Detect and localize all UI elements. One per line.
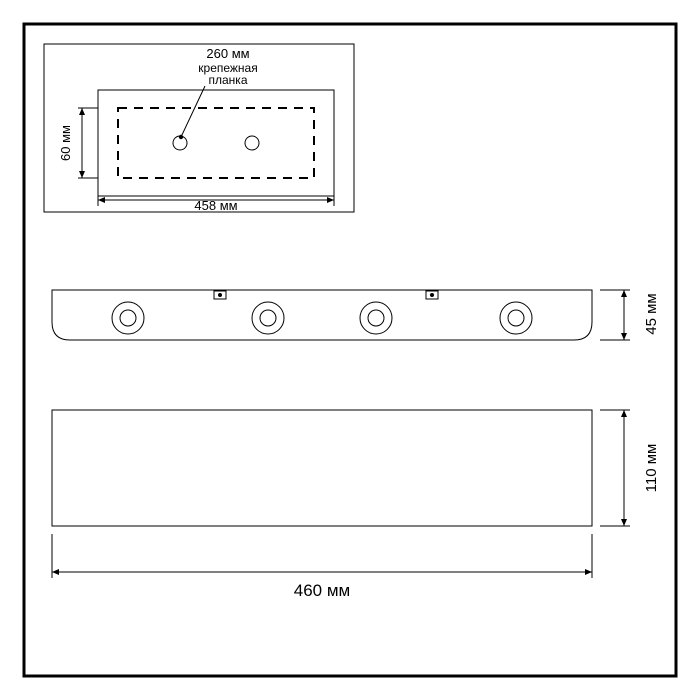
dim-260-label: 260 мм bbox=[206, 46, 249, 61]
clip-2 bbox=[426, 291, 438, 299]
front-view: 110 мм 460 мм bbox=[52, 410, 660, 600]
plate-outline bbox=[98, 90, 334, 196]
dim-458: 458 мм bbox=[98, 196, 334, 213]
side-profile: 45 мм bbox=[52, 290, 660, 340]
spot-2 bbox=[252, 302, 284, 334]
hole-1 bbox=[173, 136, 187, 150]
drawing-svg: 260 мм крепежная планка 60 мм 458 мм bbox=[0, 0, 700, 700]
dim-460-label: 460 мм bbox=[294, 581, 350, 600]
dim-460: 460 мм bbox=[52, 534, 592, 600]
technical-drawing: { "frame": { "x": 24, "y": 24, "w": 652,… bbox=[0, 0, 700, 700]
outer-frame bbox=[24, 24, 676, 676]
spot-3 bbox=[360, 302, 392, 334]
profile-outline bbox=[52, 290, 592, 340]
dim-110-label: 110 мм bbox=[643, 444, 660, 493]
dim-45: 45 мм bbox=[600, 290, 660, 340]
inset-panel: 260 мм крепежная планка 60 мм 458 мм bbox=[44, 44, 354, 213]
note-leader bbox=[181, 86, 205, 137]
dim-458-label: 458 мм bbox=[194, 198, 237, 213]
spot-1 bbox=[112, 302, 144, 334]
clip-1 bbox=[214, 291, 226, 299]
dim-60: 60 мм bbox=[58, 108, 98, 178]
spot-4 bbox=[500, 302, 532, 334]
dim-110: 110 мм bbox=[600, 410, 660, 526]
hole-2 bbox=[245, 136, 259, 150]
front-outline bbox=[52, 410, 592, 526]
dim-60-label: 60 мм bbox=[58, 125, 73, 161]
bracket-dash bbox=[118, 108, 314, 178]
note-line2: планка bbox=[209, 73, 248, 87]
dim-45-label: 45 мм bbox=[643, 293, 660, 334]
